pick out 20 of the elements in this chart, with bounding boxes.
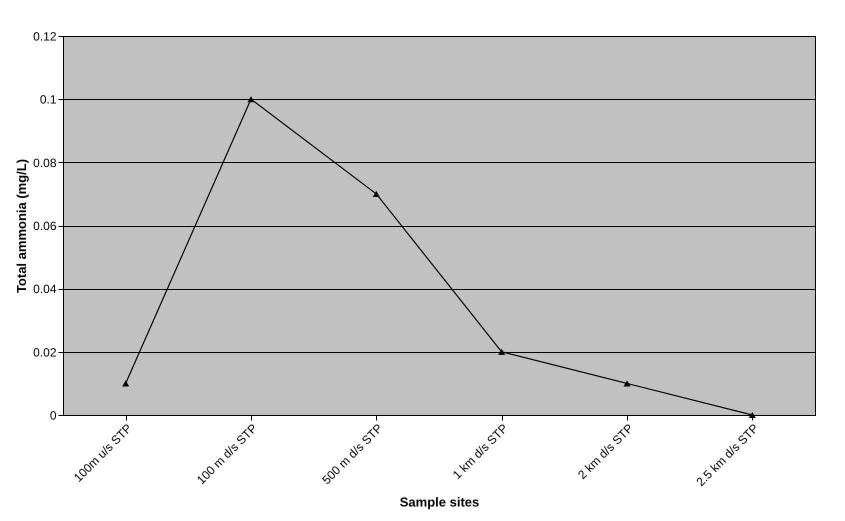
x-tick-label: 100 m d/s STP bbox=[194, 421, 260, 488]
y-tick-label: 0.04 bbox=[33, 282, 57, 296]
y-axis-title: Total ammonia (mg/L) bbox=[14, 158, 30, 294]
x-tick-label: 1 km d/s STP bbox=[450, 421, 511, 482]
y-tick-label: 0.1 bbox=[40, 92, 57, 107]
point bbox=[122, 380, 130, 386]
x-axis-title: Sample sites bbox=[400, 494, 480, 510]
point bbox=[748, 412, 756, 418]
point bbox=[247, 96, 255, 102]
y-tick-label: 0.08 bbox=[33, 156, 57, 170]
y-tick-label: 0.06 bbox=[33, 219, 57, 233]
y-tick-label: 0.12 bbox=[33, 30, 57, 44]
y-tick-label: 0 bbox=[50, 408, 57, 422]
y-tick-label: 0.02 bbox=[33, 345, 57, 360]
x-tick-label: 2.5 km d/s STP bbox=[693, 421, 762, 489]
point bbox=[623, 380, 631, 386]
x-tick-label: 500 m d/s STP bbox=[319, 421, 386, 488]
point bbox=[372, 190, 380, 197]
x-tick-label: 2 km d/s STP bbox=[575, 421, 636, 482]
point bbox=[498, 348, 506, 355]
